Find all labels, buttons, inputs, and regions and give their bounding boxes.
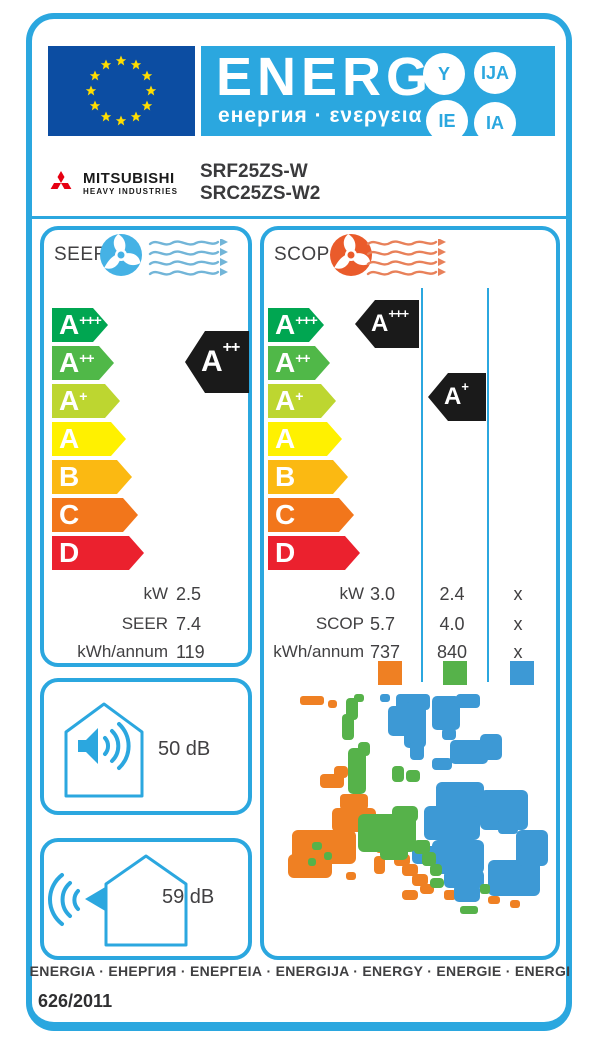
regulation-number: 626/2011 [38, 991, 113, 1011]
label-border [26, 13, 572, 1031]
eu-flag-stars [85, 55, 157, 126]
rating-bar-a-plus: A + [268, 384, 336, 418]
indoor-sound-icon [64, 702, 144, 798]
indoor-sound-level: 50 dB [158, 738, 211, 760]
manufacturer-name: MITSUBISHI [83, 170, 175, 187]
rating-bar-a-plus: A + [52, 384, 120, 418]
indoor-noise-panel: 50 dB [40, 678, 252, 815]
badge-y: Y [423, 53, 465, 95]
seer-row-kwh: kWh/annum 119 [77, 642, 205, 662]
airflow-waves-icon [148, 239, 228, 276]
manufacturer-division: HEAVY INDUSTRIES [83, 187, 179, 196]
energ-wordmark-box: ENERG енергия · ενεργεια Y IJA IE IA [201, 46, 555, 144]
seer-row-seer: SEER 7.4 [121, 614, 202, 634]
rating-bar-d: D [268, 536, 360, 570]
rating-bar-a: A [268, 422, 342, 456]
eu-flag [48, 46, 195, 136]
badge-ija: IJA [474, 52, 516, 94]
seer-panel: SEER A +++ A ++ A + [40, 226, 252, 667]
badge-ia: IA [474, 102, 516, 144]
heating-fan-icon [330, 234, 372, 276]
energ-word: ENERG [216, 47, 434, 107]
scop-panel: SCOP A +++ A ++ [260, 226, 560, 960]
rating-bar-c: C [268, 498, 354, 532]
scop-rating-pointer-zone1: A +++ [355, 300, 419, 348]
outdoor-sound-icon [48, 854, 188, 947]
rating-bar-a-plus2: A ++ [52, 346, 114, 380]
europe-climate-map [288, 694, 548, 914]
model-numbers: SRF25ZS-W SRC25ZS-W2 [200, 161, 320, 205]
scop-rating-pointer-zone2: A + [428, 373, 486, 421]
model-indoor-unit: SRF25ZS-W [200, 161, 308, 182]
model-outdoor-unit: SRC25ZS-W2 [200, 183, 321, 204]
rating-bar-c: C [52, 498, 138, 532]
cooling-fan-icon [100, 234, 142, 276]
zone3-legend-square [510, 661, 534, 685]
zone1-legend-square [378, 661, 402, 685]
mitsubishi-diamonds-icon [50, 171, 72, 190]
rating-bar-d: D [52, 536, 144, 570]
climate-zone-divider-1 [421, 288, 423, 682]
badge-ie: IE [426, 100, 468, 142]
energ-subtitle: енергия · ενεργεια [218, 104, 423, 127]
manufacturer-logo: MITSUBISHI HEAVY INDUSTRIES [46, 170, 178, 197]
seer-title: SEER [54, 244, 108, 265]
energy-words-footer: ENERGIA · ЕНЕРГИЯ · ΕΝΕΡΓΕΙΑ · ENERGIJA … [29, 963, 571, 979]
rating-bar-b: B [268, 460, 348, 494]
rating-bar-a-plus2: A ++ [268, 346, 330, 380]
airflow-waves-icon [366, 239, 446, 276]
seer-rating-pointer: A ++ [185, 331, 249, 393]
climate-zone-divider-2 [487, 288, 489, 682]
zone2-legend-square [443, 661, 467, 685]
outdoor-noise-panel: 59 dB [40, 838, 252, 960]
rating-bar-b: B [52, 460, 132, 494]
rating-bar-a-plus3: A +++ [268, 308, 324, 342]
scop-title: SCOP [274, 244, 330, 265]
seer-row-kw: kW 2.5 [143, 584, 202, 604]
outdoor-sound-level: 59 dB [162, 886, 215, 908]
header-divider [31, 216, 569, 219]
rating-bar-a: A [52, 422, 126, 456]
rating-bar-a-plus3: A +++ [52, 308, 108, 342]
